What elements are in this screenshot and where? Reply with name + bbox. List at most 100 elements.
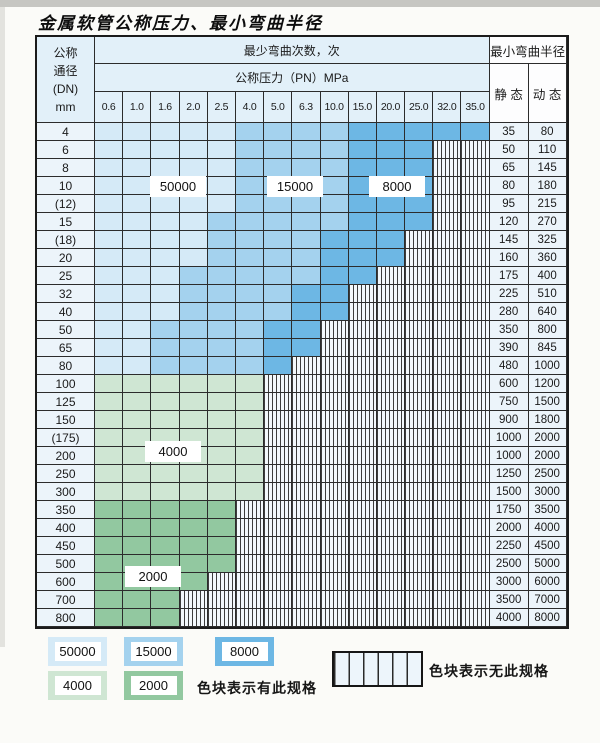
no-spec-cell — [433, 465, 462, 483]
no-spec-cell — [461, 411, 490, 429]
cycle-cell — [95, 321, 124, 339]
cycle-cell — [95, 375, 124, 393]
cycle-cell — [320, 285, 349, 303]
cycle-cell — [207, 339, 236, 357]
cycle-cell — [235, 321, 265, 339]
static-radius-cell: 65 — [489, 159, 529, 177]
static-radius-cell: 1000 — [489, 447, 529, 465]
cycle-cell — [461, 123, 490, 141]
dynamic-radius-cell: 4500 — [528, 537, 567, 555]
legend-swatch: 4000 — [48, 671, 107, 700]
cycle-cell — [151, 303, 180, 321]
no-spec-cell — [376, 465, 406, 483]
cycle-cell — [376, 231, 406, 249]
static-radius-cell: 750 — [489, 393, 529, 411]
cycle-cell — [207, 501, 236, 519]
legend-no-spec-swatch — [332, 651, 423, 687]
no-spec-cell — [264, 537, 293, 555]
cycle-cell — [320, 231, 349, 249]
no-spec-cell — [405, 411, 434, 429]
cycle-cell — [292, 267, 321, 285]
legend-no-spec-text: 色块表示无此规格 — [429, 663, 549, 679]
cycle-cell — [348, 159, 377, 177]
cycle-cell — [123, 339, 152, 357]
no-spec-cell — [348, 411, 377, 429]
cycle-cell — [320, 177, 349, 195]
cycle-cell — [123, 501, 152, 519]
cycle-cell — [292, 321, 321, 339]
dn-cell: 8 — [37, 159, 95, 177]
no-spec-cell — [405, 501, 434, 519]
cycle-cell — [179, 573, 208, 591]
no-spec-cell — [461, 519, 490, 537]
dn-cell: 32 — [37, 285, 95, 303]
no-spec-cell — [376, 591, 406, 609]
cycle-cell — [123, 177, 152, 195]
cycle-cell — [95, 159, 124, 177]
cycle-cell — [151, 195, 180, 213]
cycle-cell — [179, 555, 208, 573]
no-spec-cell — [405, 609, 434, 627]
no-spec-cell — [433, 483, 462, 501]
cycle-cell — [207, 267, 236, 285]
no-spec-cell — [264, 411, 293, 429]
no-spec-cell — [376, 339, 406, 357]
cycle-cell — [320, 123, 349, 141]
no-spec-cell — [376, 411, 406, 429]
dn-cell: 40 — [37, 303, 95, 321]
no-spec-cell — [405, 465, 434, 483]
no-spec-cell — [292, 447, 321, 465]
page-title: 金属软管公称压力、最小弯曲半径 — [38, 14, 323, 34]
cycle-cell — [207, 195, 236, 213]
cycle-cell — [151, 321, 180, 339]
cycle-cell — [95, 213, 124, 231]
cycle-cell — [123, 537, 152, 555]
cycle-count-label: 2000 — [125, 566, 181, 587]
static-radius-cell: 120 — [489, 213, 529, 231]
dynamic-radius-cell: 3000 — [528, 483, 567, 501]
cycle-cell — [151, 393, 180, 411]
static-radius-cell: 350 — [489, 321, 529, 339]
cycle-cell — [95, 501, 124, 519]
pressure-header: 公称压力（PN）MPa — [95, 64, 490, 92]
cycle-cell — [376, 249, 406, 267]
cycle-cell — [207, 321, 236, 339]
cycle-cell — [151, 591, 180, 609]
dn-cell: 500 — [37, 555, 95, 573]
cycle-cell — [95, 393, 124, 411]
no-spec-cell — [264, 483, 293, 501]
static-radius-cell: 1250 — [489, 465, 529, 483]
cycle-cell — [151, 231, 180, 249]
legend-swatch: 50000 — [48, 637, 107, 666]
legend-swatch: 8000 — [215, 637, 274, 666]
dynamic-radius-cell: 2500 — [528, 465, 567, 483]
no-spec-cell — [405, 357, 434, 375]
dn-cell: 200 — [37, 447, 95, 465]
no-spec-cell — [433, 393, 462, 411]
no-spec-cell — [320, 573, 349, 591]
cycle-cell — [179, 393, 208, 411]
cycle-cell — [320, 249, 349, 267]
cycle-cell — [179, 465, 208, 483]
no-spec-cell — [433, 231, 462, 249]
cycle-cell — [207, 537, 236, 555]
cycle-cell — [179, 519, 208, 537]
cycle-cell — [179, 213, 208, 231]
cycle-cell — [235, 177, 265, 195]
no-spec-cell — [348, 501, 377, 519]
no-spec-cell — [461, 159, 490, 177]
no-spec-cell — [461, 195, 490, 213]
no-spec-cell — [433, 159, 462, 177]
no-spec-cell — [320, 447, 349, 465]
cycle-cell — [123, 411, 152, 429]
dn-header-line: 通径 — [53, 63, 78, 78]
cycle-cell — [179, 303, 208, 321]
static-radius-cell: 145 — [489, 231, 529, 249]
no-spec-cell — [320, 501, 349, 519]
no-spec-cell — [292, 429, 321, 447]
dynamic-radius-cell: 510 — [528, 285, 567, 303]
no-spec-cell — [207, 609, 236, 627]
dn-cell: 150 — [37, 411, 95, 429]
cycle-cell — [151, 519, 180, 537]
no-spec-cell — [433, 321, 462, 339]
